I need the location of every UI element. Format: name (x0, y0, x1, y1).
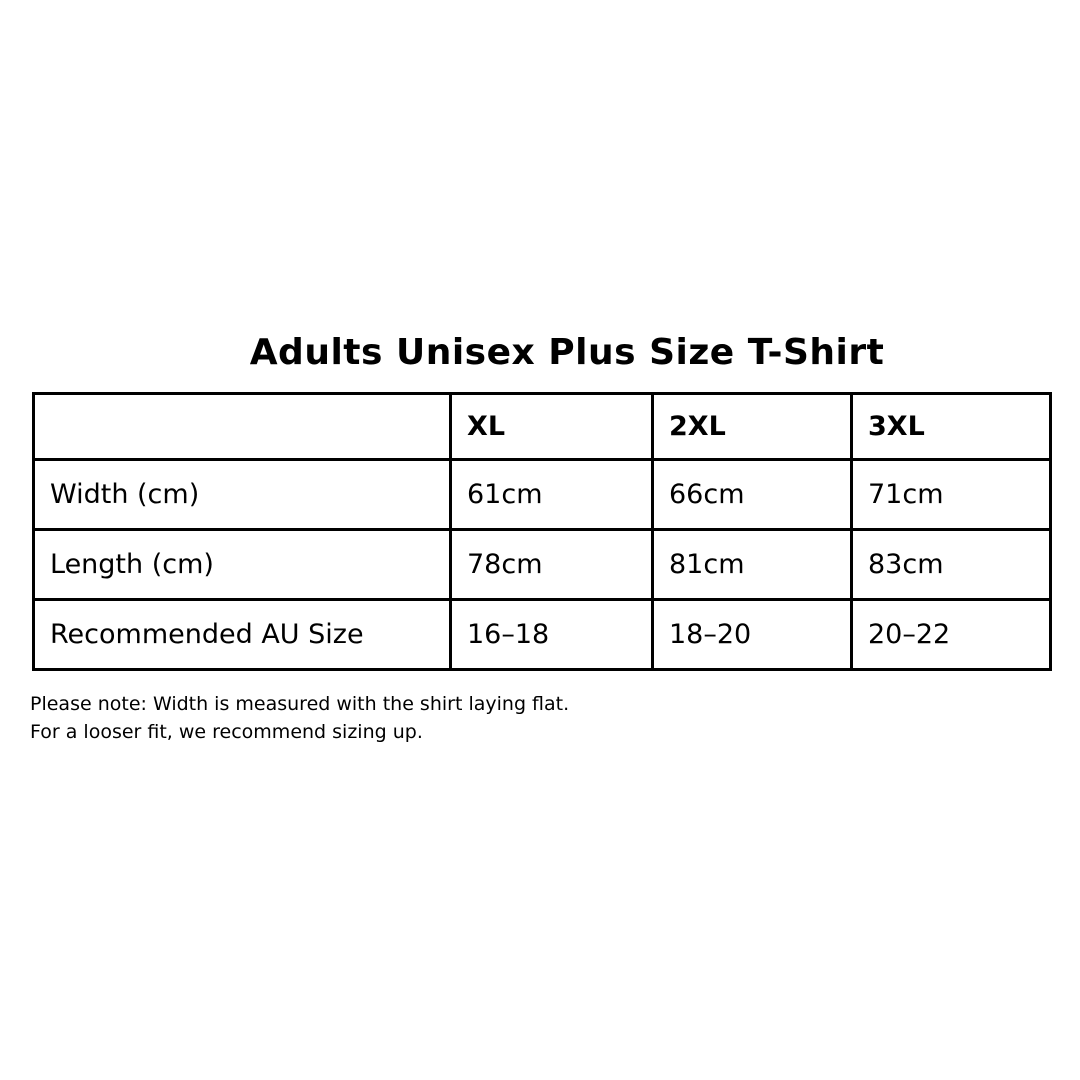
au-size-2xl-value: 18–20 (651, 598, 853, 671)
measurement-note: Please note: Width is measured with the … (30, 690, 569, 746)
table-row-width: Width (cm) 61cm 66cm 71cm (32, 458, 1052, 531)
column-header-2xl: 2XL (651, 392, 853, 461)
table-row-length: Length (cm) 78cm 81cm 83cm (32, 528, 1052, 601)
row-label-length: Length (cm) (32, 528, 452, 601)
width-2xl-value: 66cm (651, 458, 853, 531)
note-line-2: For a looser fit, we recommend sizing up… (30, 721, 423, 743)
length-xl-value: 78cm (449, 528, 654, 601)
column-header-xl: XL (449, 392, 654, 461)
width-xl-value: 61cm (449, 458, 654, 531)
table-header-row: XL 2XL 3XL (32, 392, 1052, 461)
page-title: Adults Unisex Plus Size T-Shirt (249, 332, 885, 373)
row-label-width: Width (cm) (32, 458, 452, 531)
au-size-xl-value: 16–18 (449, 598, 654, 671)
column-header-3xl: 3XL (850, 392, 1052, 461)
width-3xl-value: 71cm (850, 458, 1052, 531)
length-3xl-value: 83cm (850, 528, 1052, 601)
au-size-3xl-value: 20–22 (850, 598, 1052, 671)
corner-header-cell (32, 392, 452, 461)
length-2xl-value: 81cm (651, 528, 853, 601)
row-label-au-size: Recommended AU Size (32, 598, 452, 671)
table-row-au-size: Recommended AU Size 16–18 18–20 20–22 (32, 598, 1052, 671)
note-line-1: Please note: Width is measured with the … (30, 693, 570, 715)
size-chart-table: XL 2XL 3XL Width (cm) 61cm 66cm 71cm Len… (32, 392, 1052, 671)
